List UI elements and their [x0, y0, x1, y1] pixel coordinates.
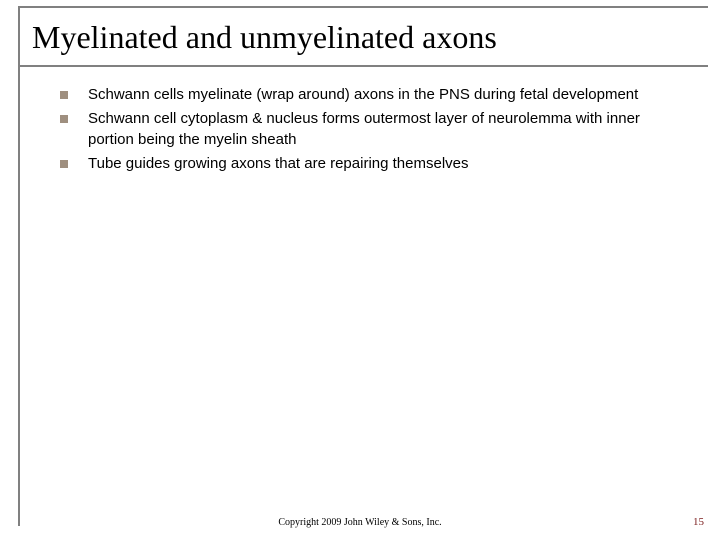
square-bullet-icon	[60, 91, 68, 99]
list-item: Schwann cell cytoplasm & nucleus forms o…	[60, 109, 676, 150]
square-bullet-icon	[60, 115, 68, 123]
bullet-text: Tube guides growing axons that are repai…	[88, 154, 676, 174]
slide-title: Myelinated and unmyelinated axons	[20, 8, 708, 67]
bullet-text: Schwann cell cytoplasm & nucleus forms o…	[88, 109, 676, 150]
page-number: 15	[693, 516, 704, 528]
square-bullet-icon	[60, 160, 68, 168]
slide-content: Schwann cells myelinate (wrap around) ax…	[20, 67, 708, 174]
bullet-text: Schwann cells myelinate (wrap around) ax…	[88, 85, 676, 105]
copyright-text: Copyright 2009 John Wiley & Sons, Inc.	[0, 517, 720, 528]
slide-frame: Myelinated and unmyelinated axons Schwan…	[18, 6, 708, 526]
list-item: Tube guides growing axons that are repai…	[60, 154, 676, 174]
list-item: Schwann cells myelinate (wrap around) ax…	[60, 85, 676, 105]
